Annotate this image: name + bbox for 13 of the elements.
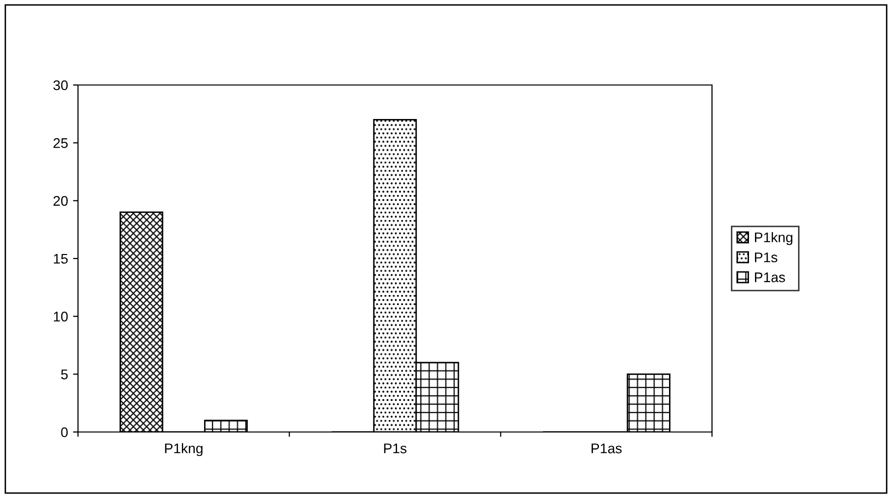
y-tick-label: 0 xyxy=(61,427,68,438)
legend-label: P1s xyxy=(754,252,778,262)
y-tick-label: 25 xyxy=(54,138,68,148)
x-tick-label: P1s xyxy=(384,444,406,454)
legend-label: P1as xyxy=(754,272,785,282)
x-tick-label: P1as xyxy=(592,444,622,454)
y-tick-label: 15 xyxy=(54,254,68,264)
y-tick-label: 30 xyxy=(53,80,68,90)
y-tick-label: 5 xyxy=(61,370,68,380)
legend-label: P1kng xyxy=(754,232,792,246)
y-tick-label: 10 xyxy=(54,312,68,322)
y-tick-label: 20 xyxy=(54,196,68,206)
x-tick-label: P1kng xyxy=(165,443,202,456)
